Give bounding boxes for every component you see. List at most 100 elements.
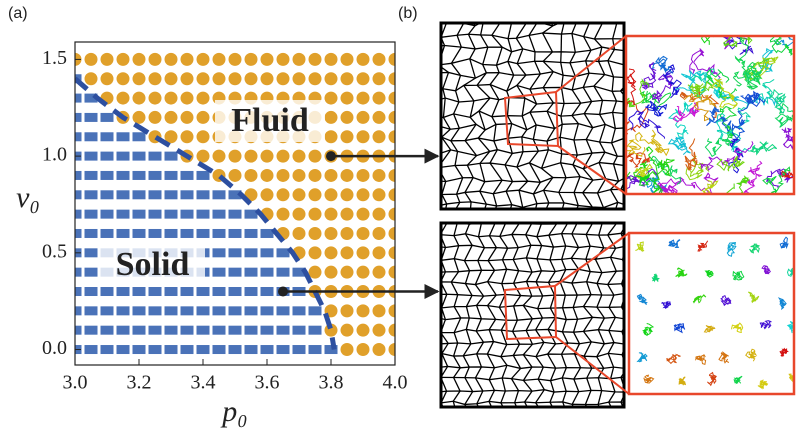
fluid-point xyxy=(324,130,338,144)
cell-edge xyxy=(596,306,605,319)
cell-edge xyxy=(429,125,435,142)
cell-edge xyxy=(442,88,446,99)
solid-point xyxy=(228,228,242,238)
solid-point xyxy=(148,170,162,180)
cell-edge xyxy=(462,343,472,357)
cell-edge xyxy=(425,7,639,13)
cell-edge xyxy=(464,270,471,284)
cell-edge xyxy=(562,391,567,403)
solid-point xyxy=(244,228,258,238)
fluid-point xyxy=(324,91,338,105)
solid-point xyxy=(116,151,130,161)
solid-point xyxy=(228,267,242,277)
cell-edge xyxy=(571,33,576,53)
cell-edge xyxy=(441,136,452,151)
fluid-point xyxy=(196,91,210,105)
cell-edge xyxy=(429,194,438,206)
solid-point xyxy=(164,170,178,180)
cell-edge xyxy=(465,317,470,330)
cell-edge xyxy=(532,193,538,204)
cell-edge xyxy=(452,113,460,129)
cell-edge xyxy=(559,137,563,154)
cell-edge xyxy=(441,292,624,297)
fluid-point xyxy=(276,149,290,163)
cell-edge xyxy=(506,90,510,98)
cell-edge xyxy=(582,152,593,170)
cell-edge xyxy=(512,355,522,369)
solid-point xyxy=(84,93,98,103)
trajectory xyxy=(668,239,681,249)
fluid-point xyxy=(324,246,338,260)
fluid-point xyxy=(212,149,226,163)
cell-edge xyxy=(488,329,495,342)
cell-edge xyxy=(435,414,641,417)
solid-point xyxy=(84,325,98,335)
fluid-point xyxy=(212,52,226,66)
cell-edge xyxy=(561,12,565,21)
fluid-point xyxy=(276,168,290,182)
cell-edge xyxy=(537,295,544,309)
cell-edge xyxy=(441,343,449,354)
trajectory xyxy=(651,55,674,74)
cell-edge xyxy=(561,245,567,260)
fluid-point xyxy=(372,207,386,221)
cell-edge xyxy=(476,341,485,355)
cell-edge xyxy=(611,112,616,129)
cell-edge xyxy=(535,356,544,368)
label-box xyxy=(215,100,325,142)
cell-edge xyxy=(622,213,628,222)
cell-edge xyxy=(587,11,590,22)
trajectory xyxy=(769,88,787,114)
cell-edge xyxy=(542,51,553,62)
solid-point xyxy=(292,306,306,316)
cell-edge xyxy=(469,58,477,79)
cell-edge xyxy=(428,368,435,379)
solid-point xyxy=(132,170,146,180)
cell-edge xyxy=(535,389,545,404)
fluid-point xyxy=(340,246,354,260)
solid-point xyxy=(100,190,114,200)
cell-edge xyxy=(450,46,462,64)
trajectory xyxy=(689,48,721,79)
trajectory xyxy=(743,160,763,194)
cell-edge xyxy=(505,181,514,192)
fluid-point xyxy=(340,110,354,124)
cell-edge xyxy=(469,201,472,209)
trajectory xyxy=(704,269,714,278)
cell-edge xyxy=(441,400,624,406)
cell-edge xyxy=(558,177,567,193)
solid-point xyxy=(132,190,146,200)
panel-label: (a) xyxy=(8,5,28,22)
plot-area xyxy=(75,52,395,357)
cell-edge xyxy=(596,178,607,194)
fluid-point xyxy=(260,168,274,182)
solid-point xyxy=(212,306,226,316)
cell-edge xyxy=(573,139,578,156)
fluid-point xyxy=(388,72,395,86)
trajectory xyxy=(788,373,794,383)
trajectory xyxy=(761,265,771,275)
cell-edge xyxy=(479,181,486,192)
fluid-point xyxy=(356,168,370,182)
cell-edge xyxy=(476,353,483,368)
cell-edge xyxy=(559,162,567,178)
trajectory xyxy=(667,136,691,156)
cell-edge xyxy=(542,71,554,89)
cell-edge xyxy=(440,8,447,22)
fluid-point xyxy=(372,304,386,318)
fluid-point xyxy=(148,72,162,86)
cell-edge xyxy=(466,164,474,178)
cell-edge xyxy=(573,367,582,380)
cell-edge xyxy=(477,260,483,271)
cell-edge xyxy=(570,247,580,259)
solid-point xyxy=(148,228,162,238)
cell-edge xyxy=(582,87,593,102)
cell-edge xyxy=(429,403,435,416)
cell-edge xyxy=(572,294,578,308)
cell-edge xyxy=(518,180,529,191)
cell-edge xyxy=(533,7,537,22)
cell-edge xyxy=(478,110,486,131)
fluid-point xyxy=(388,343,395,357)
trajectory xyxy=(774,36,794,47)
cell-edge xyxy=(516,151,524,168)
